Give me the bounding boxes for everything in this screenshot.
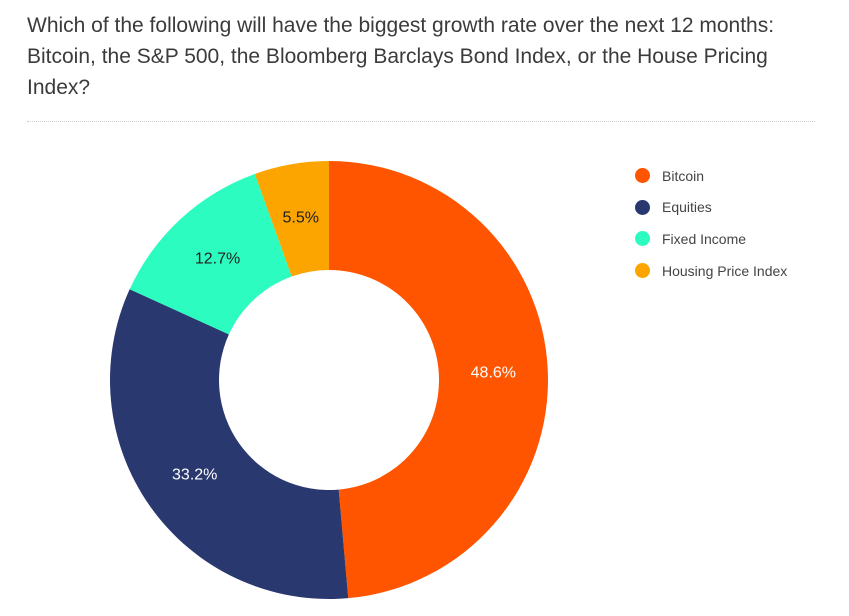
legend-item-equities: Equities <box>635 192 787 224</box>
question-title: Which of the following will have the big… <box>27 14 775 99</box>
legend-item-bitcoin: Bitcoin <box>635 160 787 192</box>
slice-bitcoin <box>329 161 548 599</box>
divider <box>27 121 815 122</box>
legend-swatch <box>635 231 650 247</box>
legend-item-fixed-income: Fixed Income <box>635 223 787 255</box>
data-label-housing-price-index: 5.5% <box>282 209 318 226</box>
slices-group <box>109 161 548 600</box>
legend-label: Bitcoin <box>662 167 705 184</box>
data-label-equities: 33.2% <box>172 467 217 484</box>
legend-label: Fixed Income <box>662 230 747 247</box>
slice-fixed-income <box>129 173 292 335</box>
chart-legend: Bitcoin Equities Fixed Income Housing Price… <box>635 160 787 286</box>
legend-item-housing-price-index: Housing Price Index <box>635 255 787 287</box>
legend-label: Equities <box>662 199 712 216</box>
legend-swatch <box>635 199 650 215</box>
slice-equities <box>109 289 349 600</box>
data-label-bitcoin: 48.6% <box>471 364 516 381</box>
legend-swatch <box>635 263 650 279</box>
legend-swatch <box>635 168 650 184</box>
slice-labels-group: 48.6% 33.2% 12.7% 5.5% <box>172 209 516 483</box>
slice-housing-price-index <box>254 161 329 277</box>
data-label-fixed-income: 12.7% <box>195 251 240 268</box>
legend-label: Housing Price Index <box>662 262 788 279</box>
